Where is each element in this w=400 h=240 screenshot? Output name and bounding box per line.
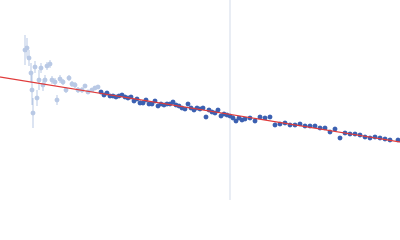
data-point <box>30 110 36 116</box>
data-point <box>242 116 248 122</box>
data-point <box>47 61 53 67</box>
data-point <box>267 114 273 120</box>
data-point <box>312 123 318 129</box>
data-point <box>32 64 38 70</box>
data-point <box>24 45 30 51</box>
data-point <box>57 76 63 82</box>
data-point <box>332 126 338 132</box>
data-point <box>34 95 40 101</box>
data-point <box>54 97 60 103</box>
fit-line <box>0 76 400 143</box>
data-point <box>63 87 69 93</box>
data-point <box>257 114 263 120</box>
data-point <box>252 118 258 124</box>
data-point <box>215 107 221 113</box>
data-point <box>149 101 155 107</box>
data-point <box>29 87 35 93</box>
data-point <box>26 55 32 61</box>
data-point <box>66 75 72 81</box>
data-point <box>170 99 176 105</box>
data-point <box>95 84 101 90</box>
data-point <box>262 115 268 121</box>
data-point <box>337 135 343 141</box>
data-point <box>28 70 34 76</box>
data-point <box>203 114 209 120</box>
data-point <box>52 79 58 85</box>
data-point <box>272 122 278 128</box>
data-point <box>140 100 146 106</box>
data-point <box>72 82 78 88</box>
data-point <box>60 79 66 85</box>
data-point <box>185 101 191 107</box>
chart <box>0 0 400 200</box>
data-point <box>38 65 44 71</box>
data-point <box>82 83 88 89</box>
data-point <box>233 118 239 124</box>
data-point <box>42 77 48 83</box>
data-point <box>230 115 236 121</box>
data-point <box>36 77 42 83</box>
